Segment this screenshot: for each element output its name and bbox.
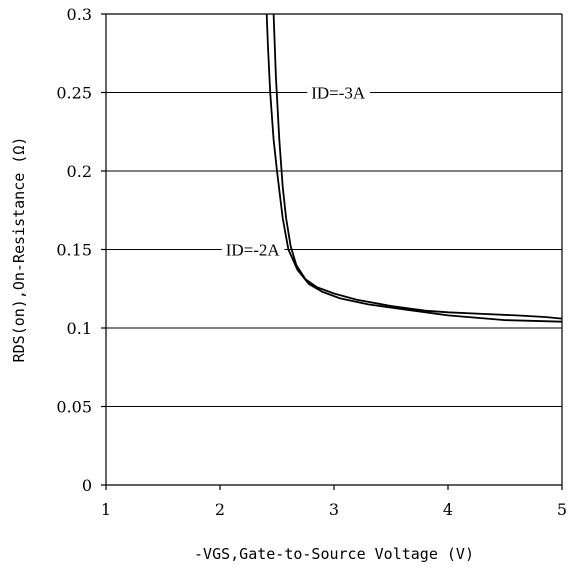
y-tick-label-1: 0.05 — [56, 398, 92, 417]
annotations: ID=-3A ID=-2A — [221, 82, 370, 261]
tick-labels: 0 0.05 0.1 0.15 0.2 0.25 0.3 1 2 3 4 5 — [56, 5, 567, 519]
x-tick-label-4: 5 — [557, 500, 567, 519]
x-tick-label-0: 1 — [101, 500, 111, 519]
y-tick-label-3: 0.15 — [56, 241, 92, 260]
gridlines — [106, 92, 562, 407]
y-tick-label-0: 0 — [82, 476, 92, 495]
series-line-0 — [272, 13, 563, 320]
y-axis-title: RDS(on),On-Resistance (Ω) — [10, 137, 28, 363]
series-line-1 — [265, 13, 563, 323]
y-tick-label-6: 0.3 — [67, 5, 92, 24]
annotation-label-1: ID=-2A — [226, 241, 281, 260]
series-layer — [265, 13, 563, 323]
x-tick-label-2: 3 — [329, 500, 339, 519]
annotation-mask-0 — [307, 82, 370, 104]
y-tick-label-2: 0.1 — [67, 319, 92, 338]
annotation-label-0: ID=-3A — [311, 84, 366, 103]
x-tick-label-3: 4 — [443, 500, 453, 519]
annotation-mask-1 — [221, 239, 285, 261]
y-tick-label-4: 0.2 — [67, 162, 92, 181]
x-axis-title: -VGS,Gate-to-Source Voltage (V) — [194, 545, 474, 563]
y-tick-label-5: 0.25 — [56, 84, 92, 103]
x-tick-label-1: 2 — [215, 500, 225, 519]
